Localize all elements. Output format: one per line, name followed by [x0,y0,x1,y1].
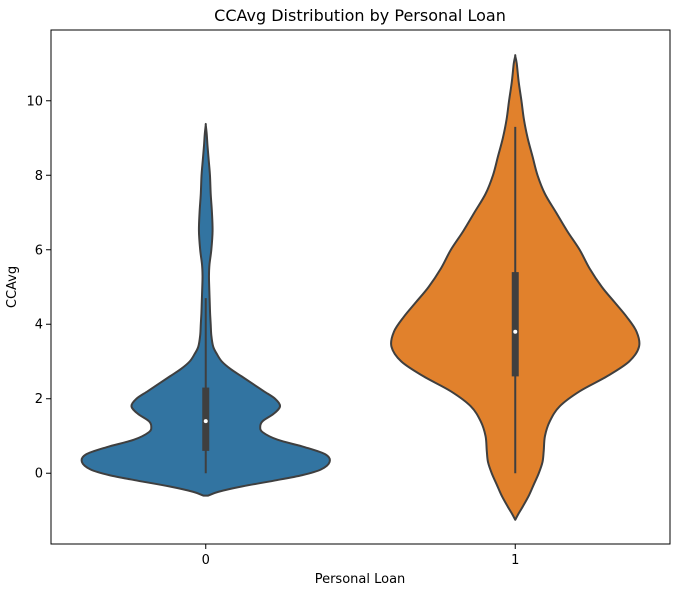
y-tick-label: 8 [35,169,43,184]
x-axis-title: Personal Loan [315,572,406,587]
y-tick-label: 10 [26,94,43,109]
y-tick-label: 4 [35,318,43,333]
x-tick-label: 0 [202,553,210,568]
x-tick-label: 1 [511,553,519,568]
y-axis-title: CCAvg [5,266,20,308]
y-tick-label: 6 [35,243,43,258]
plot-frame [50,29,671,545]
plot-area [80,54,641,521]
chart-title: CCAvg Distribution by Personal Loan [214,6,506,25]
y-tick-label: 2 [35,392,43,407]
y-axis: 0 2 4 6 8 10 [26,94,51,482]
iqr-box-1 [511,272,519,377]
y-tick-label: 0 [35,467,43,482]
median-point-1 [513,329,518,334]
median-point-0 [203,419,208,424]
